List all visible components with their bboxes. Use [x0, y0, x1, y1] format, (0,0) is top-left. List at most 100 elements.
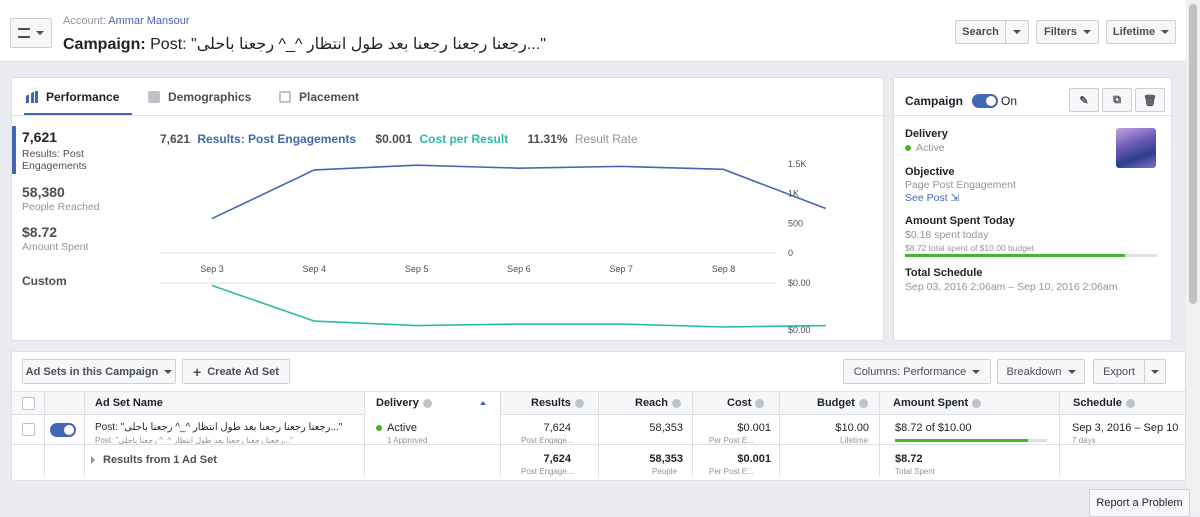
total-results-sub: Post Engage... [521, 467, 573, 476]
x-tick-label: Sep 4 [303, 264, 327, 274]
row-results: 7,624 [543, 422, 571, 434]
y-tick-label: 0 [788, 248, 793, 258]
col-header-results-label: Results [531, 397, 571, 409]
amount-today-value: $0.18 spent today [905, 229, 988, 241]
x-tick-label: Sep 3 [200, 264, 224, 274]
duplicate-button[interactable]: ⧉ [1102, 88, 1132, 112]
budget-progress-fill [905, 254, 1125, 257]
campaign-panel-title: Campaign [905, 94, 963, 108]
schedule-value: Sep 03, 2016 2:06am – Sep 10, 2016 2:06a… [905, 281, 1118, 293]
edit-button[interactable]: ✎ [1069, 88, 1099, 112]
campaign-toggle[interactable] [972, 94, 998, 108]
col-header-budget-label: Budget [817, 397, 855, 409]
total-reach: 58,353 [649, 453, 683, 465]
ad-set-name-sub: Post: "رجعنا رجعنا رجعنا بعد طول انتظار … [95, 436, 293, 445]
campaign-info-panel: Campaign On ✎ ⧉ 🗑 Delivery Active Object… [893, 77, 1172, 341]
external-link-icon: ⇲ [951, 192, 960, 204]
campaign-panel-divider [894, 115, 1171, 116]
report-problem-button[interactable]: Report a Problem [1089, 489, 1190, 517]
objective-label: Objective [905, 166, 955, 178]
row-budget-sub: Lifetime [840, 436, 868, 445]
toggle-knob [986, 96, 996, 106]
col-header-schedule-label: Schedule [1073, 397, 1122, 409]
export-button[interactable]: Export [1093, 359, 1145, 384]
x-tick-label: Sep 7 [609, 264, 633, 274]
delivery-status: Active [905, 142, 945, 154]
total-row-label: Results from 1 Ad Set [103, 454, 217, 466]
select-all-checkbox[interactable] [22, 397, 35, 410]
total-cost-sub: Per Post E... [709, 467, 754, 476]
row-toggle[interactable] [50, 423, 76, 437]
x-tick-label: Sep 8 [712, 264, 736, 274]
duplicate-icon: ⧉ [1113, 94, 1121, 107]
budget-progress-track [905, 254, 1157, 257]
total-amount-sub: Total Spent [895, 467, 935, 476]
row-schedule: Sep 3, 2016 – Sep 10 [1072, 422, 1178, 434]
help-icon [755, 399, 764, 408]
table-row[interactable]: Post: "رجعنا رجعنا رجعنا بعد طول انتظار … [12, 415, 1185, 445]
help-icon [672, 399, 681, 408]
total-cost: $0.001 [737, 453, 771, 465]
total-results: 7,624 [543, 453, 571, 465]
row-spent-progress-fill [895, 439, 1028, 442]
row-spent-progress-track [895, 439, 1047, 442]
ad-sets-label: Ad Sets in this Campaign [26, 366, 159, 378]
row-reach: 58,353 [649, 422, 683, 434]
row-cost-sub: Per Post E... [709, 436, 754, 445]
ad-set-name-link[interactable]: Post: "رجعنا رجعنا رجعنا بعد طول انتظار … [95, 422, 342, 433]
y-tick-label: 1K [788, 189, 799, 199]
pencil-icon: ✎ [1079, 94, 1088, 107]
table-total-row: Results from 1 Ad Set 7,624 Post Engage.… [12, 446, 1185, 477]
col-header-name[interactable]: Ad Set Name [95, 391, 163, 415]
create-ad-set-button[interactable]: +Create Ad Set [182, 359, 290, 384]
chevron-down-icon [1151, 370, 1159, 374]
post-thumbnail[interactable] [1116, 128, 1156, 168]
trash-icon: 🗑 [1143, 94, 1157, 107]
active-status-dot [376, 425, 382, 431]
ad-sets-dropdown[interactable]: Ad Sets in this Campaign [22, 359, 176, 384]
col-header-cost[interactable]: Cost [727, 391, 764, 415]
col-header-reach-label: Reach [635, 397, 668, 409]
amount-today-label: Amount Spent Today [905, 215, 1015, 227]
help-icon [423, 399, 432, 408]
chevron-down-icon [1068, 370, 1076, 374]
columns-label: Columns: Performance [854, 366, 967, 378]
chevron-down-icon [164, 370, 172, 374]
col-header-schedule[interactable]: Schedule [1073, 391, 1135, 415]
breakdown-dropdown[interactable]: Breakdown [997, 359, 1085, 384]
y-tick-label: 500 [788, 218, 803, 228]
col-header-name-label: Ad Set Name [95, 397, 163, 409]
see-post-link[interactable]: See Post ⇲ [905, 192, 959, 204]
help-icon [575, 399, 584, 408]
row-delivery-text: Active [387, 422, 417, 434]
col-header-delivery-label: Delivery [376, 397, 419, 409]
chevron-down-icon [972, 370, 980, 374]
delivery-label: Delivery [905, 128, 948, 140]
objective-value: Page Post Engagement [905, 179, 1016, 191]
results-series-line [212, 165, 826, 218]
col-header-reach[interactable]: Reach [635, 391, 681, 415]
plus-icon: + [193, 364, 201, 380]
chevron-right-icon [91, 456, 95, 464]
budget-text: $8.72 total spent of $10.00 budget [905, 243, 1034, 253]
report-problem-label: Report a Problem [1096, 497, 1182, 509]
x-tick-label: Sep 5 [405, 264, 429, 274]
row-cost: $0.001 [737, 422, 771, 434]
row-amount-spent: $8.72 of $10.00 [895, 422, 971, 434]
col-header-delivery[interactable]: Delivery [376, 391, 432, 415]
total-row-toggle[interactable]: Results from 1 Ad Set [91, 454, 217, 466]
columns-dropdown[interactable]: Columns: Performance [843, 359, 991, 384]
delete-button[interactable]: 🗑 [1135, 88, 1165, 112]
export-label: Export [1103, 366, 1135, 378]
export-dropdown-button[interactable] [1144, 359, 1166, 384]
col-header-results[interactable]: Results [531, 391, 584, 415]
x-tick-label: Sep 6 [507, 264, 531, 274]
col-header-amount-spent[interactable]: Amount Spent [893, 391, 981, 415]
sort-ascending-icon[interactable] [480, 401, 486, 405]
row-checkbox[interactable] [22, 423, 35, 436]
active-status-dot [905, 145, 911, 151]
toggle-knob [64, 425, 74, 435]
schedule-label: Total Schedule [905, 267, 982, 279]
col-header-budget[interactable]: Budget [817, 391, 868, 415]
col-header-cost-label: Cost [727, 397, 751, 409]
